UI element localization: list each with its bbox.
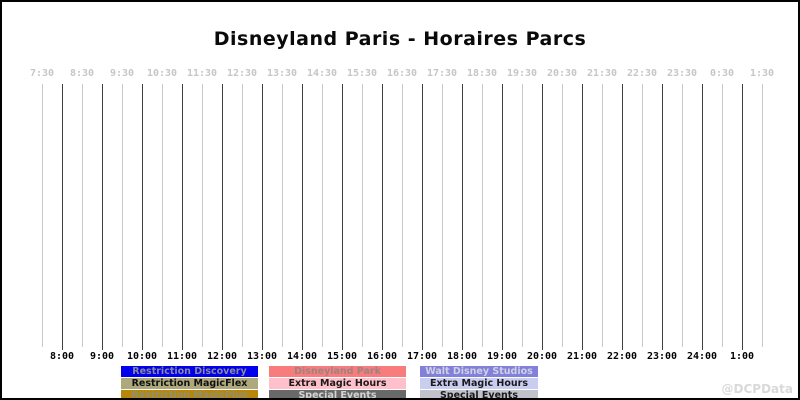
bottom-tick-label: 10:00 <box>126 351 158 362</box>
gridline-hour <box>662 84 663 350</box>
top-tick-label: 10:30 <box>146 68 178 79</box>
gridline-hour <box>462 84 463 350</box>
gridline-halfhour <box>362 84 363 347</box>
gridline-halfhour <box>322 84 323 347</box>
bottom-tick-label: 20:00 <box>526 351 558 362</box>
gridline-halfhour <box>722 84 723 347</box>
watermark: @DCPData <box>721 382 793 396</box>
gridline-halfhour <box>402 84 403 347</box>
bottom-tick-label: 24:00 <box>686 351 718 362</box>
gridline-hour <box>102 84 103 350</box>
legend-item-restrictions-2: Restriction MagicPlus <box>121 390 258 398</box>
top-tick-label: 9:30 <box>109 68 135 79</box>
top-tick-label: 11:30 <box>186 68 218 79</box>
top-tick-label: 17:30 <box>426 68 458 79</box>
gridline-hour <box>382 84 383 350</box>
top-tick-label: 0:30 <box>709 68 735 79</box>
top-tick-label: 8:30 <box>69 68 95 79</box>
bottom-tick-label: 12:00 <box>206 351 238 362</box>
top-tick-label: 12:30 <box>226 68 258 79</box>
top-tick-label: 7:30 <box>29 68 55 79</box>
bottom-tick-label: 14:00 <box>286 351 318 362</box>
gridline-hour <box>742 84 743 350</box>
top-tick-label: 22:30 <box>626 68 658 79</box>
legend-item-walt-disney-studios-2: Special Events <box>420 390 538 398</box>
bottom-tick-label: 22:00 <box>606 351 638 362</box>
top-tick-label: 21:30 <box>586 68 618 79</box>
gridline-halfhour <box>642 84 643 347</box>
top-tick-label: 16:30 <box>386 68 418 79</box>
bottom-tick-label: 8:00 <box>49 351 75 362</box>
top-tick-label: 15:30 <box>346 68 378 79</box>
bottom-tick-label: 9:00 <box>89 351 115 362</box>
gridline-halfhour <box>682 84 683 347</box>
gridline-halfhour <box>762 84 763 347</box>
top-tick-label: 13:30 <box>266 68 298 79</box>
bottom-tick-label: 17:00 <box>406 351 438 362</box>
bottom-tick-label: 1:00 <box>729 351 755 362</box>
gridline-halfhour <box>602 84 603 347</box>
bottom-tick-label: 23:00 <box>646 351 678 362</box>
gridline-halfhour <box>522 84 523 347</box>
gridline-hour <box>422 84 423 350</box>
gridline-halfhour <box>242 84 243 347</box>
gridline-halfhour <box>42 84 43 347</box>
bottom-tick-label: 15:00 <box>326 351 358 362</box>
gridline-halfhour <box>202 84 203 347</box>
gridline-hour <box>302 84 303 350</box>
gridline-halfhour <box>562 84 563 347</box>
bottom-tick-label: 18:00 <box>446 351 478 362</box>
gridline-halfhour <box>442 84 443 347</box>
legend-item-walt-disney-studios-1: Extra Magic Hours <box>420 378 538 389</box>
top-tick-label: 1:30 <box>749 68 775 79</box>
gridline-halfhour <box>162 84 163 347</box>
gridline-hour <box>182 84 183 350</box>
top-tick-label: 19:30 <box>506 68 538 79</box>
gridline-hour <box>342 84 343 350</box>
top-tick-label: 23:30 <box>666 68 698 79</box>
bottom-tick-label: 19:00 <box>486 351 518 362</box>
gridline-hour <box>142 84 143 350</box>
legend-item-walt-disney-studios-0: Walt Disney Studios <box>420 366 538 377</box>
legend-item-restrictions-1: Restriction MagicFlex <box>121 378 258 389</box>
legend-item-disneyland-park-0: Disneyland Park <box>269 366 406 377</box>
gridline-hour <box>222 84 223 350</box>
legend-item-restrictions-0: Restriction Discovery <box>121 366 258 377</box>
gridline-halfhour <box>282 84 283 347</box>
gridline-halfhour <box>482 84 483 347</box>
gridline-hour <box>542 84 543 350</box>
gridline-hour <box>502 84 503 350</box>
gridline-hour <box>582 84 583 350</box>
bottom-tick-label: 13:00 <box>246 351 278 362</box>
chart-title: Disneyland Paris - Horaires Parcs <box>213 28 587 50</box>
gridline-hour <box>262 84 263 350</box>
top-tick-label: 14:30 <box>306 68 338 79</box>
bottom-tick-label: 16:00 <box>366 351 398 362</box>
legend-item-disneyland-park-1: Extra Magic Hours <box>269 378 406 389</box>
bottom-tick-label: 11:00 <box>166 351 198 362</box>
top-tick-label: 20:30 <box>546 68 578 79</box>
gridline-halfhour <box>122 84 123 347</box>
bottom-tick-label: 21:00 <box>566 351 598 362</box>
gridline-hour <box>622 84 623 350</box>
gridline-halfhour <box>82 84 83 347</box>
legend-item-disneyland-park-2: Special Events <box>269 390 406 398</box>
top-tick-label: 18:30 <box>466 68 498 79</box>
gridline-hour <box>62 84 63 350</box>
gridline-hour <box>702 84 703 350</box>
